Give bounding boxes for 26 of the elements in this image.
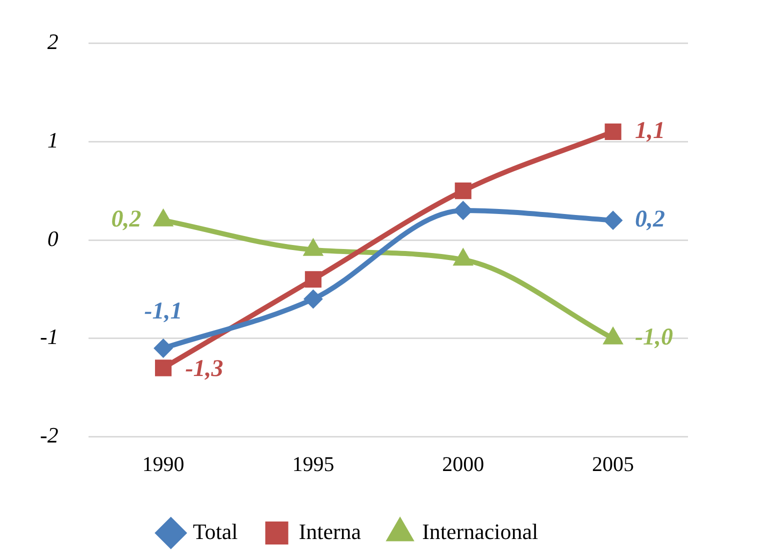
point <box>604 210 623 230</box>
data-label: -1,1 <box>144 298 182 324</box>
data-label: 0,2 <box>635 206 666 233</box>
data-label: 0,2 <box>111 206 142 233</box>
point <box>155 360 172 376</box>
x-tick-label: 2000 <box>442 452 484 476</box>
y-tick-label: 1 <box>47 127 58 152</box>
data-label: -1,0 <box>635 324 674 351</box>
x-tick-label: 1990 <box>142 452 184 476</box>
y-tick-label: -2 <box>40 422 58 448</box>
y-tick-label: -1 <box>40 324 58 350</box>
x-tick-label: 1995 <box>292 452 334 476</box>
point <box>454 200 473 220</box>
data-label: -1,3 <box>185 356 224 382</box>
data-label: 1,1 <box>635 118 666 144</box>
point <box>154 338 173 358</box>
point <box>304 290 323 309</box>
point <box>304 271 322 288</box>
point <box>454 182 472 200</box>
y-tick-label: 0 <box>47 226 58 251</box>
legend-label: Interna <box>298 518 362 544</box>
x-tick-label: 2005 <box>592 452 634 476</box>
y-tick-label: 2 <box>47 28 58 54</box>
point <box>604 123 622 140</box>
legend-label: Total <box>192 518 238 544</box>
legend-label: Internacional <box>422 518 538 544</box>
